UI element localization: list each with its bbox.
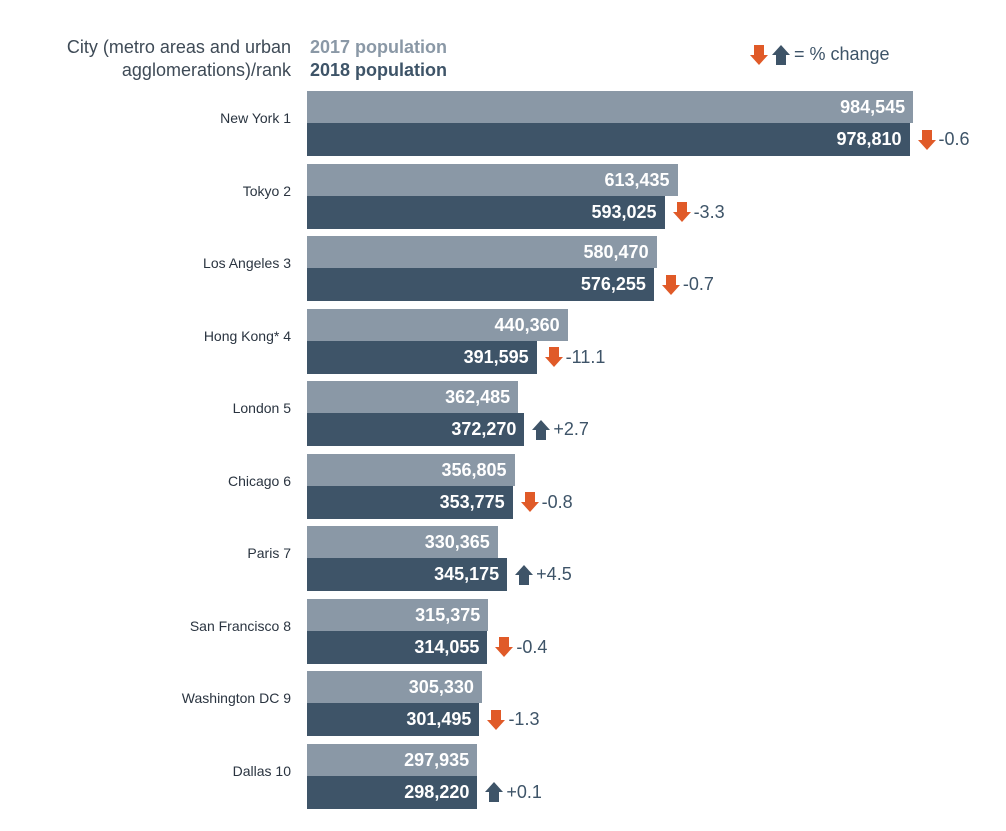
bar-2018: 978,810 [307, 123, 910, 156]
change-indicator: -0.7 [661, 274, 714, 295]
bar-2017: 613,435 [307, 163, 678, 196]
city-label: Paris 7 [247, 545, 291, 561]
change-value: -3.3 [693, 201, 725, 222]
bar-2017: 305,330 [307, 671, 482, 703]
bar-2017: 356,805 [307, 453, 515, 486]
city-label: Hong Kong* 4 [203, 327, 291, 344]
bar-2017: 297,935 [307, 743, 478, 776]
bar-2018: 353,775 [307, 485, 513, 519]
legend-label: = % change [794, 44, 890, 64]
bar-2018: 372,270 [307, 413, 525, 446]
change-indicator: +4.5 [515, 564, 572, 585]
change-indicator: -3.3 [672, 201, 725, 223]
header-2018: 2018 population [310, 60, 448, 80]
value-label-2018: 593,025 [591, 201, 657, 222]
bar-2017: 440,360 [307, 308, 568, 341]
up-arrow-icon [532, 419, 551, 440]
down-arrow-icon [520, 492, 539, 512]
change-value: +4.5 [536, 564, 572, 584]
change-value: +0.1 [506, 781, 542, 802]
change-value: -0.7 [682, 274, 714, 294]
bar-2018: 301,495 [307, 703, 480, 736]
header-2017: 2017 population [310, 37, 448, 57]
value-label-2018: 372,270 [451, 419, 517, 439]
down-arrow-icon [495, 637, 514, 657]
value-label-2018: 345,175 [434, 564, 500, 584]
change-indicator: +2.7 [532, 419, 589, 440]
bar-2017: 330,365 [307, 526, 498, 558]
city-label: Washington DC 9 [181, 690, 291, 706]
down-arrow-icon [672, 202, 691, 222]
value-label-2018: 391,595 [463, 346, 529, 367]
change-indicator: -1.3 [487, 709, 539, 730]
change-indicator: -0.4 [495, 637, 547, 658]
value-label-2017: 297,935 [404, 749, 470, 770]
value-label-2017: 580,470 [583, 242, 649, 262]
change-indicator: +0.1 [485, 782, 542, 803]
city-label: San Francisco 8 [189, 617, 291, 634]
down-arrow-icon [917, 129, 936, 150]
bar-2017: 580,470 [307, 236, 657, 268]
value-label-2017: 362,485 [445, 387, 511, 407]
value-label-2017: 613,435 [604, 169, 670, 190]
value-label-2017: 356,805 [441, 459, 507, 480]
city-label: London 5 [232, 400, 291, 416]
header-city: City (metro areas and urban agglomeratio… [66, 37, 291, 80]
down-arrow-icon [661, 274, 680, 295]
city-label: Tokyo 2 [242, 182, 291, 199]
city-label: New York 1 [220, 110, 291, 126]
value-label-2018: 298,220 [404, 781, 470, 802]
value-label-2018: 576,255 [580, 274, 646, 294]
value-label-2017: 984,545 [840, 97, 906, 117]
up-arrow-icon [772, 44, 790, 65]
change-value: -0.6 [938, 129, 970, 149]
legend: = % change [750, 44, 890, 65]
up-arrow-icon [485, 782, 504, 802]
value-label-2017: 305,330 [408, 677, 474, 697]
bar-2018: 391,595 [307, 340, 537, 374]
bar-2017: 315,375 [307, 598, 489, 631]
down-arrow-icon [487, 709, 506, 730]
change-value: +2.7 [553, 419, 589, 439]
value-label-2018: 314,055 [414, 636, 480, 657]
bar-2018: 314,055 [307, 630, 488, 664]
change-indicator: -0.6 [917, 129, 970, 150]
city-label: Chicago 6 [227, 472, 291, 489]
change-indicator: -0.8 [520, 491, 573, 513]
bar-2017: 984,545 [307, 91, 914, 123]
value-label-2018: 353,775 [439, 491, 505, 512]
down-arrow-icon [750, 44, 768, 65]
value-label-2017: 330,365 [424, 532, 490, 552]
value-label-2017: 440,360 [494, 314, 560, 335]
value-label-2017: 315,375 [415, 604, 481, 625]
change-indicator: -11.1 [544, 346, 606, 368]
value-label-2018: 301,495 [406, 709, 472, 729]
change-value: -11.1 [565, 346, 606, 367]
city-label: Los Angeles 3 [203, 255, 291, 271]
up-arrow-icon [515, 564, 534, 585]
bar-2018: 576,255 [307, 268, 654, 301]
bar-2018: 593,025 [307, 195, 665, 229]
bar-2017: 362,485 [307, 381, 519, 413]
city-label: Dallas 10 [232, 762, 291, 779]
change-value: -0.8 [541, 491, 573, 512]
bar-2018: 298,220 [307, 775, 478, 809]
value-label-2018: 978,810 [836, 129, 902, 149]
bar-2018: 345,175 [307, 558, 508, 591]
change-value: -0.4 [516, 636, 548, 657]
change-value: -1.3 [508, 709, 540, 729]
down-arrow-icon [544, 347, 563, 367]
